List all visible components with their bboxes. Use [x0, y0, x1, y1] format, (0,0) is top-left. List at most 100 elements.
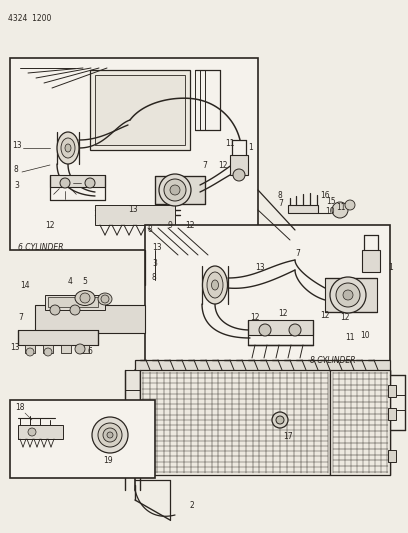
Text: 12: 12	[278, 310, 288, 319]
Text: 13: 13	[10, 343, 20, 352]
Bar	[388, 408, 396, 420]
Circle shape	[259, 324, 271, 336]
Text: 3: 3	[152, 259, 157, 268]
Text: 1: 1	[388, 263, 393, 272]
Text: 12: 12	[185, 221, 195, 230]
Circle shape	[272, 412, 288, 428]
Text: 10: 10	[360, 330, 370, 340]
Bar	[18, 330, 98, 345]
Text: 8 CYLINDER: 8 CYLINDER	[310, 356, 355, 365]
Bar	[388, 385, 396, 397]
Bar	[10, 400, 155, 478]
Ellipse shape	[233, 169, 245, 181]
Text: 18: 18	[15, 403, 24, 412]
Bar	[95, 205, 175, 225]
Ellipse shape	[170, 185, 180, 195]
Bar	[362, 250, 380, 272]
Bar	[45, 295, 105, 310]
Circle shape	[103, 428, 117, 442]
Circle shape	[80, 293, 90, 303]
Text: 6 CYLINDER: 6 CYLINDER	[18, 243, 64, 252]
Text: 3: 3	[14, 181, 19, 190]
Bar	[95, 75, 185, 145]
Bar	[325, 278, 377, 312]
Text: 17: 17	[283, 432, 293, 441]
Ellipse shape	[57, 132, 79, 164]
Circle shape	[289, 324, 301, 336]
Circle shape	[70, 305, 80, 315]
Text: 7: 7	[202, 160, 207, 169]
Text: 8: 8	[278, 190, 283, 199]
Bar	[248, 320, 313, 335]
Bar	[10, 58, 258, 250]
Ellipse shape	[207, 272, 223, 298]
Text: 11: 11	[336, 203, 346, 212]
Circle shape	[44, 348, 52, 356]
Ellipse shape	[343, 290, 353, 300]
Circle shape	[85, 178, 95, 188]
Text: 2: 2	[190, 500, 195, 510]
Bar	[79, 345, 89, 353]
Text: 7: 7	[278, 199, 283, 208]
Text: 8: 8	[14, 166, 19, 174]
Ellipse shape	[159, 174, 191, 206]
Circle shape	[60, 178, 70, 188]
Bar	[125, 370, 140, 470]
Text: 5: 5	[82, 278, 87, 287]
Ellipse shape	[202, 266, 228, 304]
Text: 13: 13	[12, 141, 22, 149]
Bar	[145, 225, 390, 363]
Text: 13: 13	[152, 244, 162, 253]
Bar	[155, 176, 205, 204]
Bar	[35, 305, 145, 333]
Bar	[388, 450, 396, 462]
Text: 8: 8	[148, 225, 153, 235]
Text: 15: 15	[326, 198, 336, 206]
Text: 12: 12	[218, 160, 228, 169]
Circle shape	[26, 348, 34, 356]
Circle shape	[28, 428, 36, 436]
Bar	[140, 370, 330, 475]
Text: 6: 6	[88, 348, 93, 357]
Text: 11: 11	[345, 334, 355, 343]
Bar	[135, 360, 390, 375]
Bar	[18, 425, 63, 439]
Ellipse shape	[164, 179, 186, 201]
Ellipse shape	[330, 277, 366, 313]
Text: 7: 7	[295, 249, 300, 259]
Ellipse shape	[336, 283, 360, 307]
Circle shape	[107, 432, 113, 438]
Text: 4324  1200: 4324 1200	[8, 14, 51, 23]
Bar	[288, 205, 318, 213]
Bar	[90, 70, 190, 150]
Circle shape	[276, 416, 284, 424]
Text: 12: 12	[320, 311, 330, 319]
Circle shape	[101, 295, 109, 303]
Text: 14: 14	[20, 280, 30, 289]
Circle shape	[345, 200, 355, 210]
Bar	[230, 155, 248, 175]
Circle shape	[92, 417, 128, 453]
Ellipse shape	[211, 280, 219, 290]
Ellipse shape	[75, 290, 95, 305]
Text: 19: 19	[103, 456, 113, 465]
Bar	[61, 345, 71, 353]
Ellipse shape	[98, 293, 112, 305]
Bar	[48, 297, 98, 307]
Text: 8: 8	[152, 273, 157, 282]
Text: 4: 4	[68, 278, 73, 287]
Text: 9: 9	[168, 221, 173, 230]
Circle shape	[332, 202, 348, 218]
Ellipse shape	[61, 138, 75, 158]
Text: 10: 10	[325, 207, 335, 216]
Ellipse shape	[65, 144, 71, 152]
Bar	[43, 345, 53, 353]
Text: 11: 11	[225, 140, 235, 149]
Text: 12: 12	[250, 313, 259, 322]
Text: 16: 16	[320, 190, 330, 199]
Bar	[25, 345, 35, 353]
Circle shape	[50, 305, 60, 315]
Text: 13: 13	[255, 263, 265, 272]
Text: 12: 12	[340, 313, 350, 322]
Text: 7: 7	[18, 313, 23, 322]
